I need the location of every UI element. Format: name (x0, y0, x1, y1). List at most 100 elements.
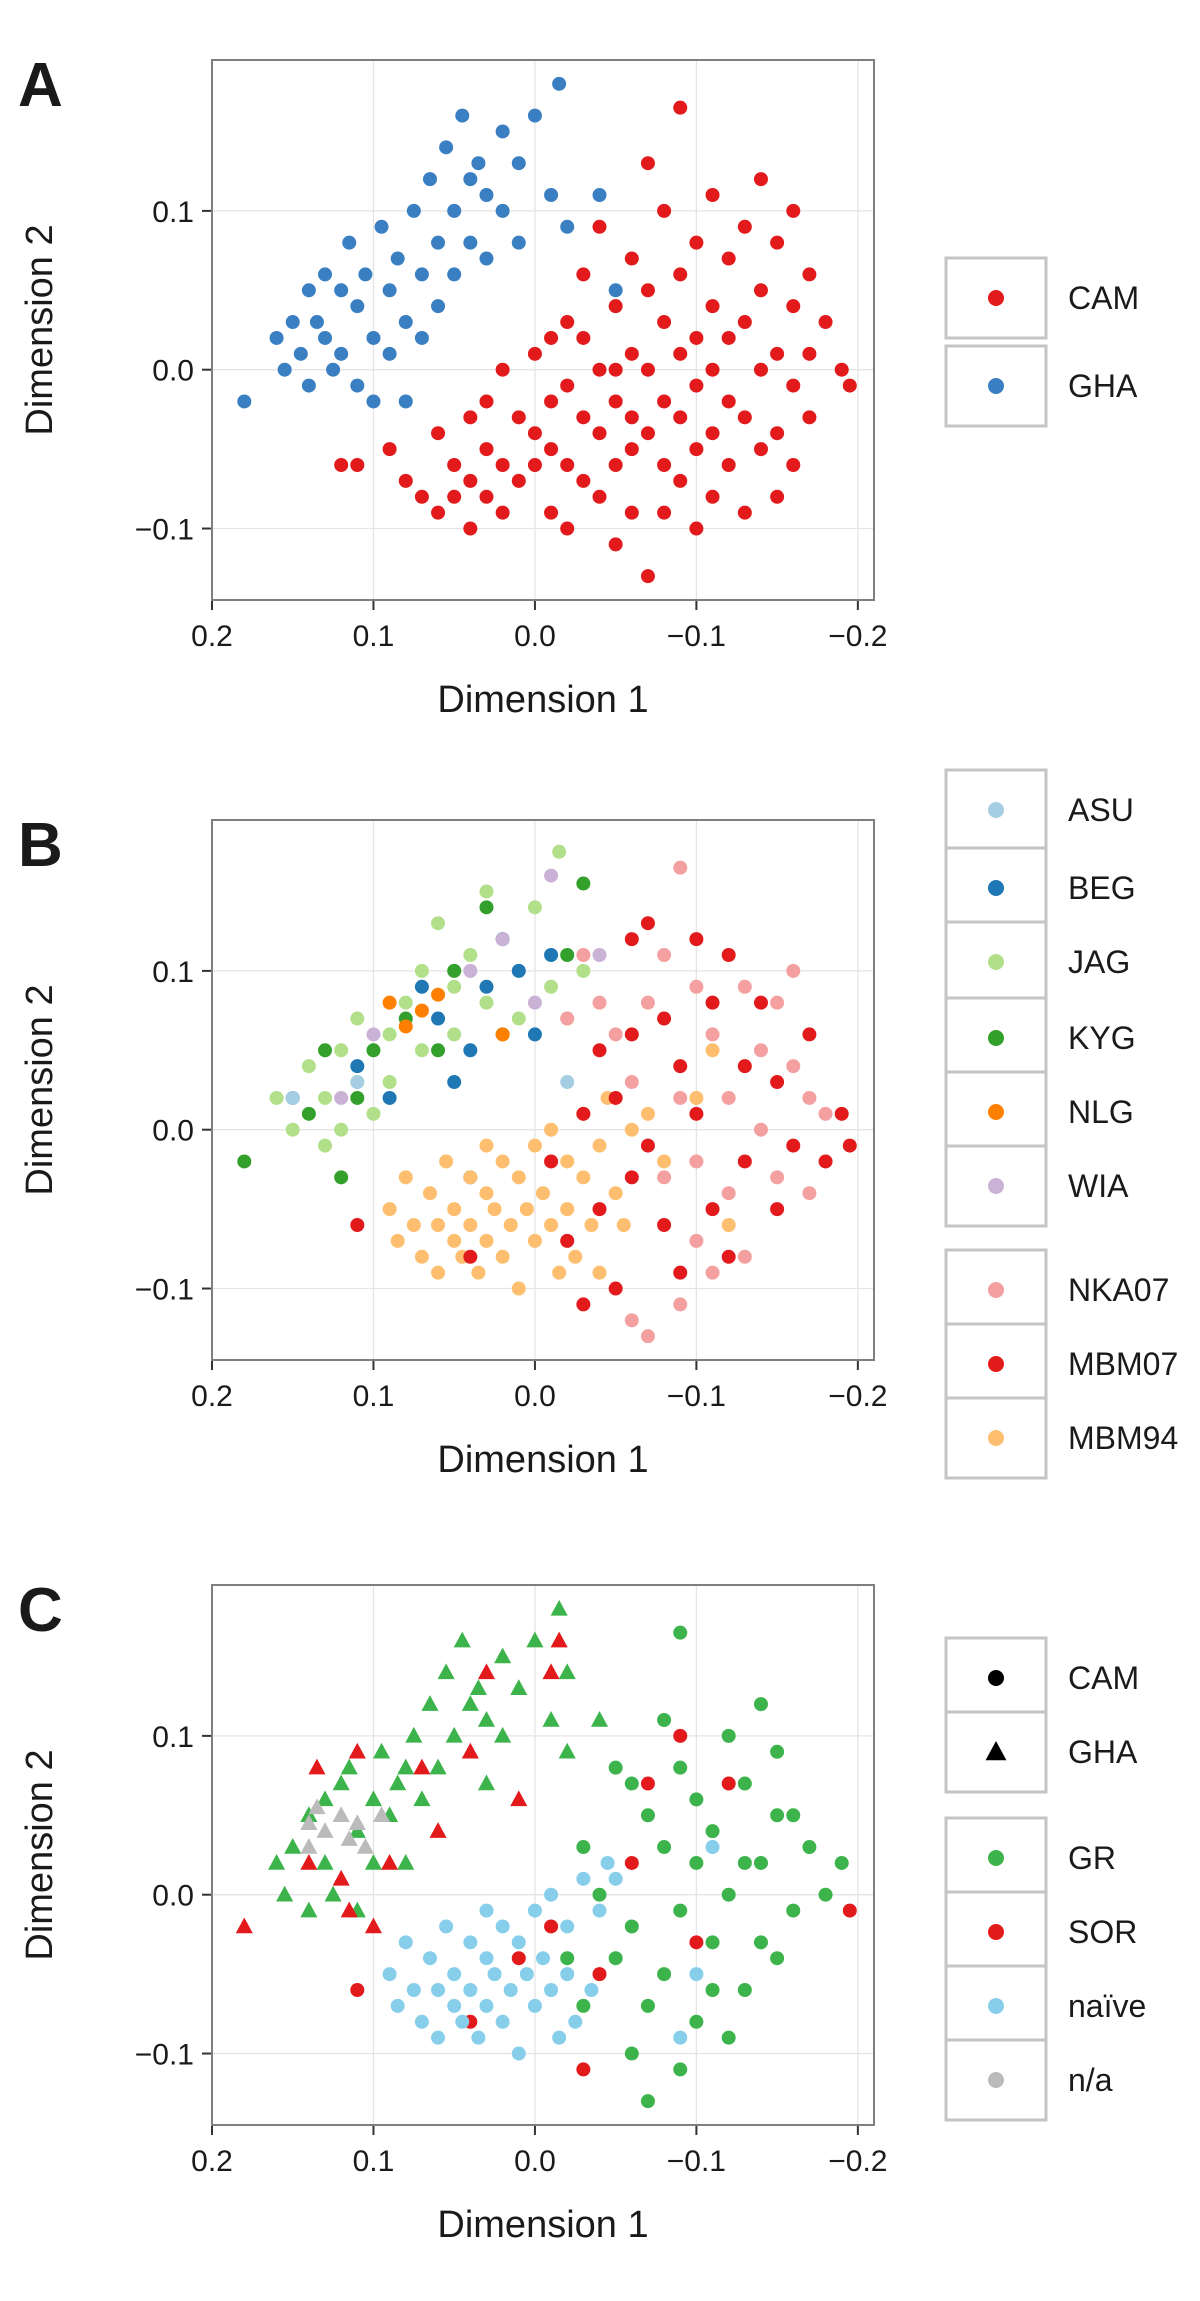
data-point (431, 299, 446, 314)
data-point (479, 900, 494, 915)
data-point (657, 1967, 672, 1982)
data-point (640, 426, 655, 441)
legend-marker (988, 1030, 1004, 1046)
data-point (608, 1760, 623, 1775)
data-point (447, 458, 462, 472)
data-point (705, 188, 720, 202)
data-point (721, 1776, 736, 1791)
data-point (640, 916, 655, 931)
data-point (673, 346, 688, 361)
legend-label: NKA07 (1068, 1272, 1169, 1308)
data-point (608, 537, 623, 552)
data-point (372, 1806, 391, 1823)
data-point (592, 1903, 607, 1918)
data-point (382, 283, 397, 298)
data-point (705, 1824, 720, 1839)
data-point (673, 473, 688, 488)
data-point (431, 1983, 446, 1997)
data-point (334, 283, 349, 298)
data-point (406, 203, 421, 218)
data-point (624, 1075, 639, 1090)
data-point (463, 410, 478, 425)
data-point (431, 235, 446, 250)
data-point (576, 410, 591, 425)
data-point (721, 458, 736, 472)
data-point (592, 219, 607, 234)
data-point (673, 860, 688, 875)
data-point (544, 1887, 559, 1902)
data-point (689, 1792, 704, 1807)
data-point (721, 251, 736, 266)
data-point (318, 267, 333, 282)
data-point (705, 1027, 720, 1042)
x-tick-label: 0.0 (514, 2145, 556, 2178)
data-point (382, 1090, 397, 1105)
data-point (350, 458, 365, 472)
data-point (770, 1075, 785, 1090)
y-tick-label: 0.0 (152, 1115, 194, 1148)
data-point (382, 442, 397, 457)
legend-marker (988, 802, 1004, 818)
data-point (334, 1170, 349, 1185)
y-tick-label: 0.0 (152, 1880, 194, 1913)
data-point (414, 979, 429, 994)
data-point (560, 1075, 575, 1090)
data-point (842, 1138, 857, 1153)
data-point (753, 283, 768, 298)
data-point (479, 979, 494, 994)
legend-label: n/a (1068, 2062, 1113, 2098)
data-point (366, 1027, 381, 1042)
data-point (519, 1967, 534, 1982)
data-point (447, 1075, 462, 1090)
data-point (705, 426, 720, 441)
data-point (495, 1249, 510, 1264)
data-point (802, 1186, 817, 1201)
data-point (657, 458, 672, 472)
data-point (673, 1728, 688, 1743)
data-point (477, 1774, 496, 1791)
legend-label: SOR (1068, 1914, 1137, 1950)
data-point (753, 1697, 768, 1712)
data-point (657, 505, 672, 520)
data-point (544, 1122, 559, 1137)
data-point (640, 1998, 655, 2013)
data-point (624, 2046, 639, 2061)
data-point (657, 1011, 672, 1026)
data-point (398, 1170, 413, 1185)
x-tick-label: −0.1 (667, 2145, 726, 2178)
data-point (431, 1265, 446, 1280)
data-point (431, 1011, 446, 1026)
data-point (421, 1695, 439, 1711)
data-point (479, 1951, 494, 1966)
data-point (770, 1951, 785, 1966)
data-point (590, 1711, 609, 1727)
data-point (503, 1983, 518, 1997)
data-point (479, 884, 494, 899)
data-point (527, 108, 542, 123)
data-point (770, 346, 785, 361)
data-point (673, 410, 688, 425)
data-point (550, 1631, 568, 1648)
data-point (624, 442, 639, 457)
legend: ASU BEG JAG KYG NLG WIA NKA07 MBM07 MBM94 (944, 768, 1178, 1480)
data-point (300, 1838, 318, 1854)
data-point (786, 378, 801, 393)
data-point (657, 948, 672, 962)
data-point (301, 378, 316, 393)
data-point (657, 1713, 672, 1727)
data-point (576, 1297, 591, 1312)
legend-marker (988, 2072, 1004, 2088)
data-point (309, 315, 324, 330)
data-point (463, 1043, 478, 1058)
data-point (673, 1625, 688, 1640)
data-point (560, 458, 575, 472)
data-point (786, 1138, 801, 1153)
data-point (414, 963, 429, 978)
data-point (382, 1967, 397, 1982)
data-point (334, 458, 349, 472)
data-point (429, 1822, 447, 1838)
data-point (332, 1806, 350, 1823)
data-point (640, 1106, 655, 1121)
legend-label: naïve (1068, 1988, 1146, 2024)
data-point (463, 1983, 478, 1997)
